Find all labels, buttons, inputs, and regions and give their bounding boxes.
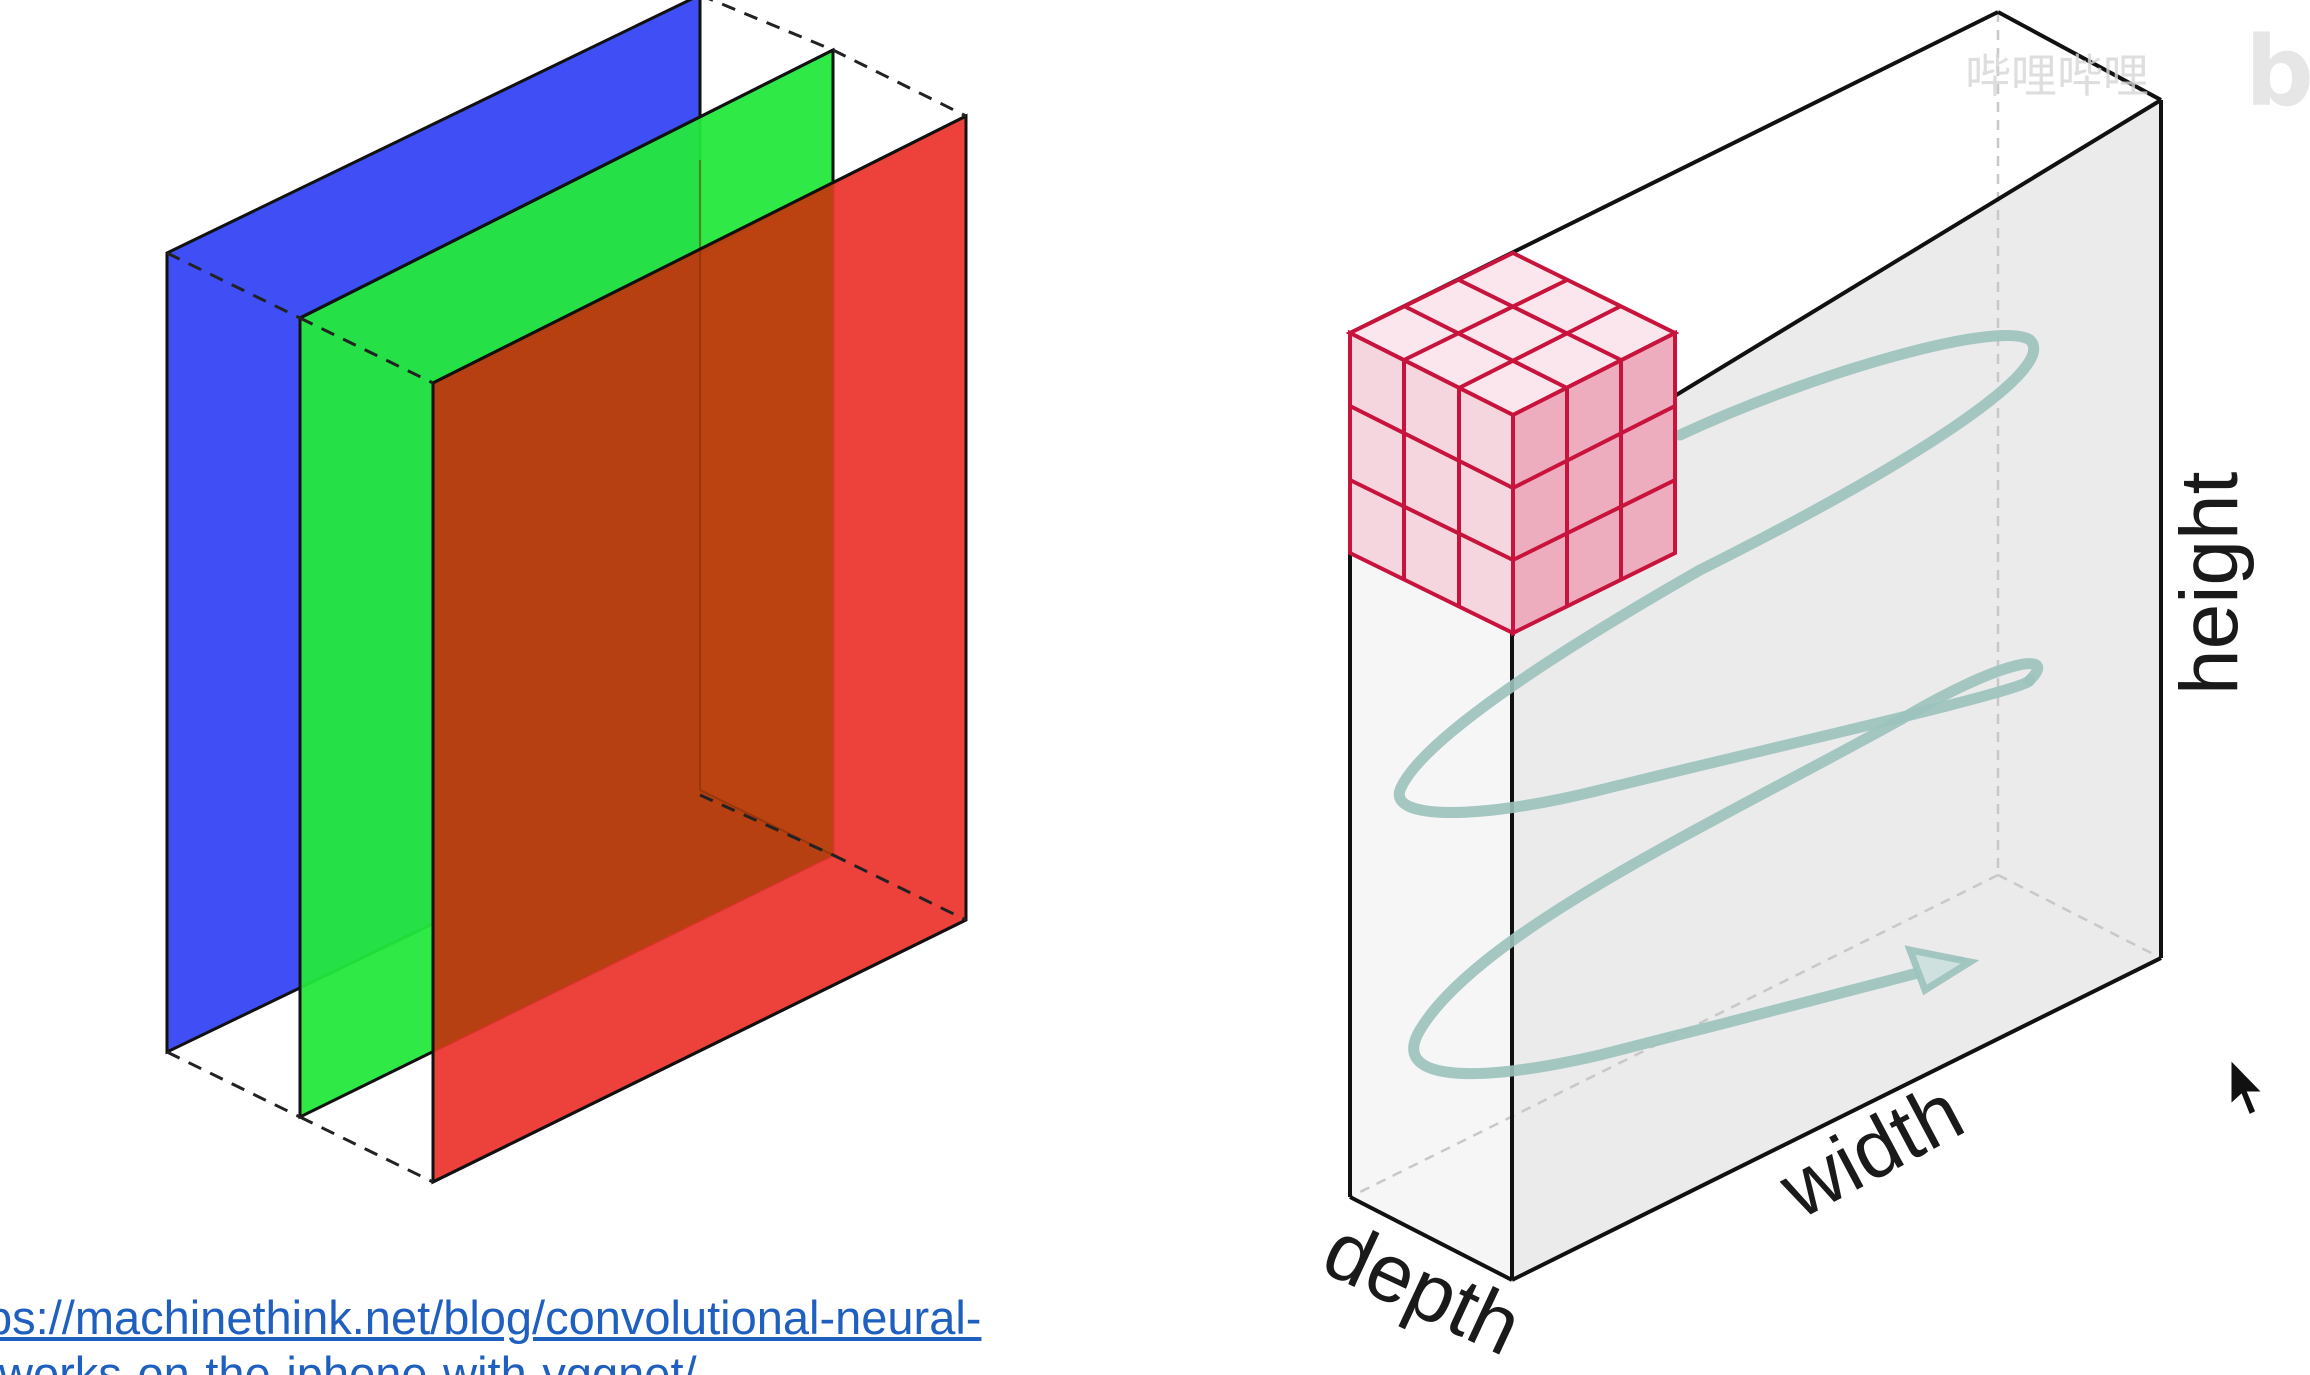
rgb-channels-figure xyxy=(165,0,968,1185)
height-label: height xyxy=(2164,471,2255,695)
source-link[interactable]: ps://machinethink.net/blog/convolutional… xyxy=(0,1290,1100,1375)
plane-connectors xyxy=(166,0,967,1184)
source-link-line-2[interactable]: tworks-on-the-iphone-with-vggnet/ xyxy=(0,1347,697,1375)
overlap-region xyxy=(433,183,833,1052)
green-plane-edge xyxy=(299,48,834,320)
kernel-cube xyxy=(1345,250,1680,637)
mouse-cursor-icon xyxy=(2228,1056,2268,1119)
source-link-line-1[interactable]: ps://machinethink.net/blog/convolutional… xyxy=(0,1291,982,1344)
watermark-logo: bili xyxy=(2245,16,2310,128)
volume-figure: height width depth xyxy=(1310,10,2255,1373)
overlap-region-upper xyxy=(700,183,833,855)
kernel-grid xyxy=(1349,278,1676,606)
inner-edge xyxy=(699,160,834,856)
scan-path xyxy=(1393,330,2044,1080)
watermark-text: 哔哩哔哩 xyxy=(1965,49,2149,103)
